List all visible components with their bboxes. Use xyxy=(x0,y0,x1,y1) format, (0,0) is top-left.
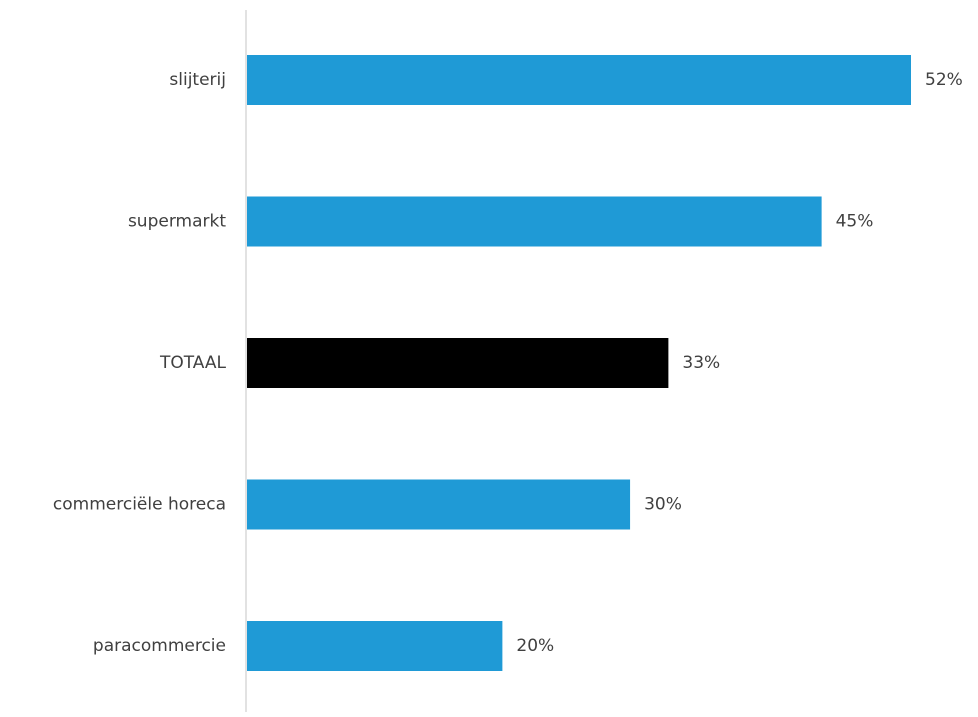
bar-2 xyxy=(247,338,669,388)
category-label-3: commerciële horeca xyxy=(53,495,226,515)
category-labels-group: slijterij supermarkt TOTAAL commerciële hor… xyxy=(53,70,227,656)
bar-0 xyxy=(247,55,911,105)
data-label-0: 52% xyxy=(925,70,963,90)
data-label-2: 33% xyxy=(682,353,720,373)
data-label-4: 20% xyxy=(516,636,554,656)
category-label-1: supermarkt xyxy=(128,212,226,232)
data-labels-group: 52% 45% 33% 30% 20% xyxy=(516,70,962,656)
bars-group xyxy=(247,55,911,671)
bar-3 xyxy=(247,479,631,530)
category-label-2: TOTAAL xyxy=(159,353,227,373)
bar-1 xyxy=(247,196,822,247)
data-label-3: 30% xyxy=(644,495,682,515)
data-label-1: 45% xyxy=(836,212,874,232)
category-label-4: paracommercie xyxy=(93,636,226,656)
bar-4 xyxy=(247,621,503,671)
category-label-0: slijterij xyxy=(169,70,226,90)
